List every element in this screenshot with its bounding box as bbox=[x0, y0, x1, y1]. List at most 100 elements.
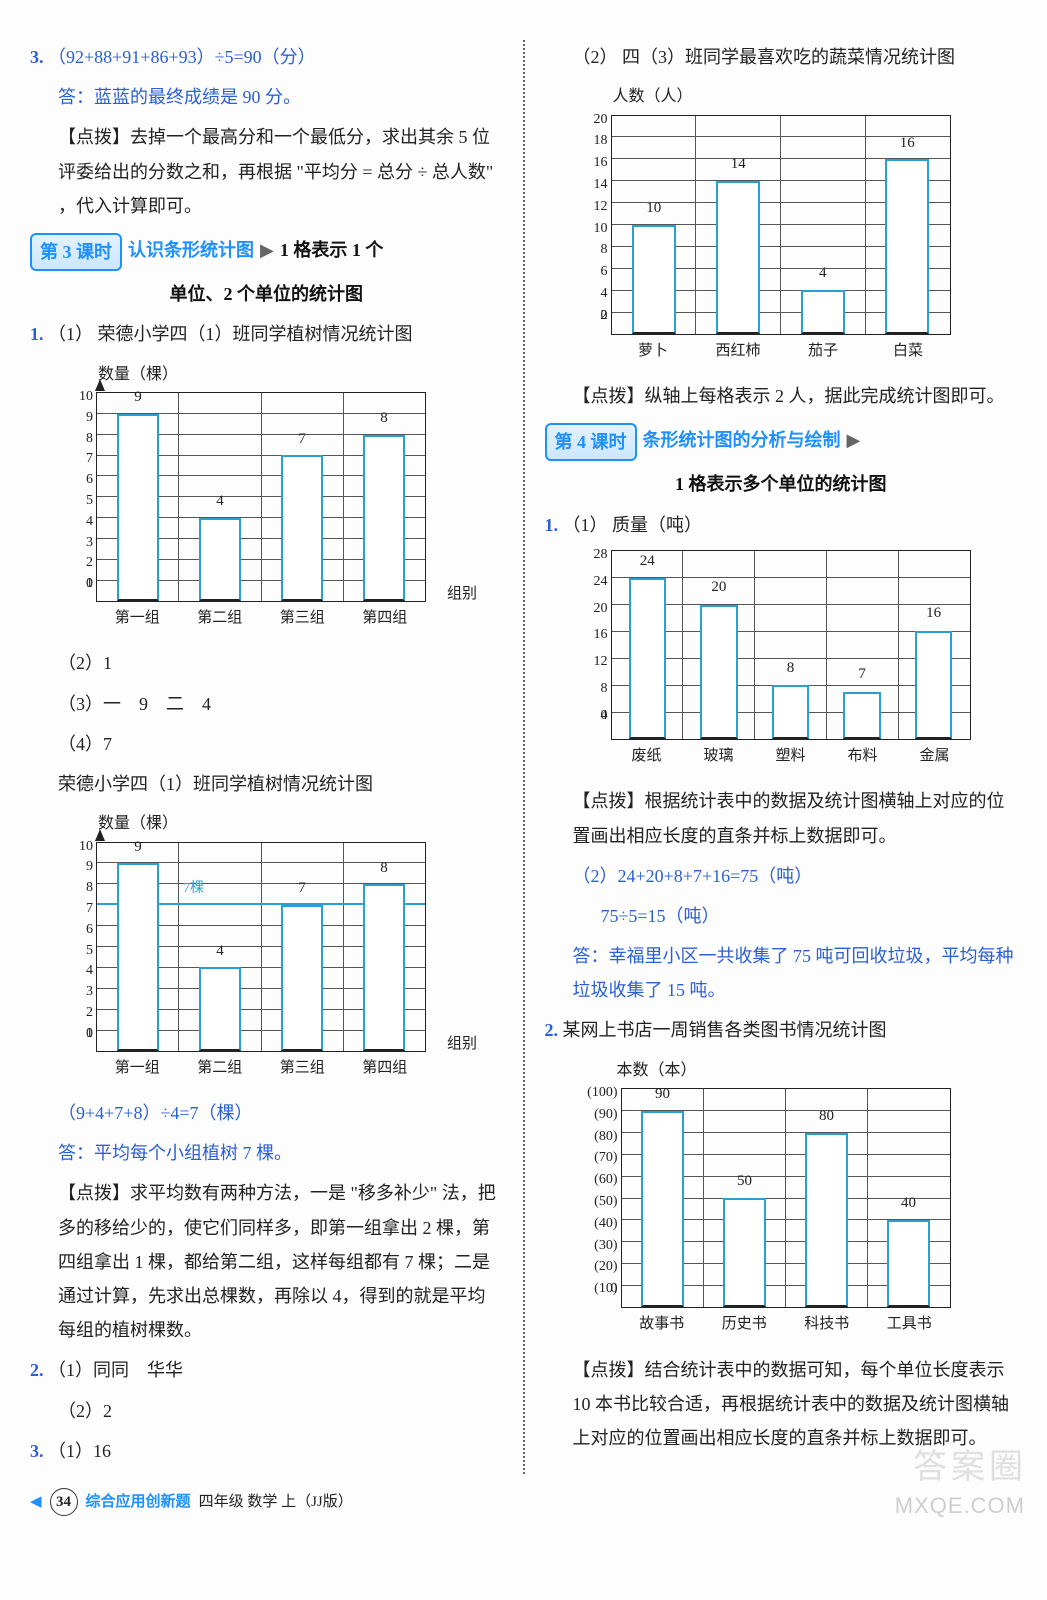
r-q1-2-calc1: （2）24+20+8+7+16=75（吨） bbox=[545, 859, 1018, 893]
lesson3-sub-b: 单位、2 个单位的统计图 bbox=[30, 277, 503, 311]
chart2: 1023 456 789 10 7棵 9 4 7 8 组别 bbox=[96, 842, 426, 1052]
chart4-wrap: 40812 16202428 24 20 8 7 16 废纸 玻璃 塑料 bbox=[573, 550, 1018, 771]
bar-value: 90 bbox=[622, 1080, 704, 1109]
bar-value: 50 bbox=[704, 1167, 786, 1196]
q1-1-prefix: （1） bbox=[48, 324, 93, 344]
q3-expr: （92+88+91+86+93）÷5=90（分） bbox=[48, 47, 316, 67]
q2-number: 2. bbox=[30, 1360, 44, 1380]
page-number: 34 bbox=[50, 1488, 78, 1516]
left-column: 3. （92+88+91+86+93）÷5=90（分） 答：蓝蓝的最终成绩是 9… bbox=[30, 40, 503, 1474]
xlabel: 第四组 bbox=[344, 1052, 427, 1083]
lesson3-title: 认识条形统计图 bbox=[128, 233, 254, 267]
r-q32: （2） 四（3）班同学最喜欢吃的蔬菜情况统计图 bbox=[545, 40, 1018, 74]
bar-value: 4 bbox=[179, 487, 261, 516]
bar-value: 14 bbox=[696, 150, 781, 179]
r-q1: 1. （1） 质量（吨） bbox=[545, 508, 1018, 542]
lesson4-title: 条形统计图的分析与绘制 bbox=[643, 423, 841, 457]
footer-book: 四年级 数学 上（JJ版） bbox=[199, 1488, 353, 1517]
lesson4-pill: 第 4 课时 bbox=[545, 423, 637, 461]
q3-answer: 答：蓝蓝的最终成绩是 90 分。 bbox=[30, 80, 503, 114]
xlabel: 第一组 bbox=[96, 1052, 179, 1083]
xlabel: 科技书 bbox=[786, 1308, 869, 1339]
xlabel: 玻璃 bbox=[683, 740, 755, 771]
xlabel: 塑料 bbox=[755, 740, 827, 771]
chart5-wrap: 本数（本） (10)0(20)(30) (40)(50)(60) (70)(80… bbox=[573, 1056, 1018, 1339]
xlabel: 第二组 bbox=[179, 1052, 262, 1083]
chart3: 2046 81012 141618 20 10 14 4 16 bbox=[611, 115, 951, 335]
lesson4-header: 第 4 课时 条形统计图的分析与绘制 ▶ bbox=[545, 423, 1018, 461]
bar-value: 16 bbox=[898, 599, 970, 628]
xlabel: 西红柿 bbox=[696, 335, 781, 366]
chart1-ylabels: 1023 456 789 10 bbox=[63, 393, 93, 601]
bar-value: 80 bbox=[786, 1102, 868, 1131]
r-q2: 2. 某网上书店一周销售各类图书情况统计图 bbox=[545, 1013, 1018, 1047]
chart2-xlabel: 组别 bbox=[447, 1030, 477, 1059]
chart2-wrap: 数量（棵） 1023 456 789 10 7 bbox=[58, 809, 503, 1082]
chart2-calc: （9+4+7+8）÷4=7（棵） bbox=[30, 1096, 503, 1130]
chart1-xlabel: 组别 bbox=[447, 580, 477, 609]
chart1-xlabels: 第一组 第二组 第三组 第四组 bbox=[96, 602, 426, 633]
r-q1-1-prefix: （1） bbox=[563, 515, 608, 535]
watermark-2: MXQE.COM bbox=[895, 1485, 1025, 1527]
q1-number: 1. bbox=[30, 324, 44, 344]
lesson4-sub: 1 格表示多个单位的统计图 bbox=[545, 467, 1018, 501]
chart5-title: 某网上书店一周销售各类图书情况统计图 bbox=[563, 1020, 887, 1040]
right-column: （2） 四（3）班同学最喜欢吃的蔬菜情况统计图 人数（人） 2046 81012… bbox=[545, 40, 1018, 1474]
chart1-wrap: 数量（棵） 1023 456 789 10 bbox=[58, 360, 503, 633]
chart1: 1023 456 789 10 9 4 7 8 组别 bbox=[96, 392, 426, 602]
chart1-bars: 9 4 7 8 bbox=[97, 393, 425, 601]
column-divider bbox=[523, 40, 525, 1474]
lesson3-sub-a: 1 格表示 1 个 bbox=[280, 233, 384, 267]
q3-hint: 【点拨】去掉一个最高分和一个最低分，求出其余 5 位评委给出的分数之和，再根据 … bbox=[30, 120, 503, 223]
q3b-number: 3. bbox=[30, 1441, 44, 1461]
chart4-ylabel-inline: 质量（吨） bbox=[612, 515, 702, 535]
bar-value: 9 bbox=[97, 383, 179, 412]
bar-value: 7 bbox=[826, 660, 898, 689]
bar-value: 4 bbox=[781, 259, 866, 288]
chart3-title: 四（3）班同学最喜欢吃的蔬菜情况统计图 bbox=[622, 47, 955, 67]
page-columns: 3. （92+88+91+86+93）÷5=90（分） 答：蓝蓝的最终成绩是 9… bbox=[30, 40, 1017, 1474]
xlabel: 第一组 bbox=[96, 602, 179, 633]
q1-2: （2）1 bbox=[30, 646, 503, 680]
lesson3-pill: 第 3 课时 bbox=[30, 233, 122, 271]
chart4-hint: 【点拨】根据统计表中的数据及统计图横轴上对应的位置画出相应长度的直条并标上数据即… bbox=[545, 784, 1018, 852]
chart3-hint: 【点拨】纵轴上每格表示 2 人，据此完成统计图即可。 bbox=[545, 379, 1018, 413]
r-q2-number: 2. bbox=[545, 1020, 559, 1040]
xlabel: 工具书 bbox=[868, 1308, 951, 1339]
chart3-ylabel: 人数（人） bbox=[613, 82, 1018, 112]
bar-value: 8 bbox=[755, 654, 827, 683]
xlabel: 故事书 bbox=[621, 1308, 704, 1339]
bar-value: 24 bbox=[612, 547, 684, 576]
xlabel: 废纸 bbox=[611, 740, 683, 771]
xlabel: 金属 bbox=[899, 740, 971, 771]
chart1-title: 荣德小学四（1）班同学植树情况统计图 bbox=[98, 324, 413, 344]
bar-value: 20 bbox=[683, 573, 755, 602]
bar-value: 10 bbox=[612, 194, 697, 223]
chart2-hint: 【点拨】求平均数有两种方法，一是 "移多补少" 法，把多的移给少的，使它们同样多… bbox=[30, 1176, 503, 1347]
r-q1-2-calc2: 75÷5=15（吨） bbox=[545, 899, 1018, 933]
xlabel: 历史书 bbox=[703, 1308, 786, 1339]
bar-value: 8 bbox=[343, 854, 425, 883]
bar-value: 16 bbox=[865, 129, 950, 158]
bar-value: 9 bbox=[97, 833, 179, 862]
q1-4: （4）7 bbox=[30, 727, 503, 761]
q3-number: 3. bbox=[30, 47, 44, 67]
q3-line: 3. （92+88+91+86+93）÷5=90（分） bbox=[30, 40, 503, 74]
q3b-line: 3. （1）16 bbox=[30, 1434, 503, 1468]
q1-3: （3）一 9 二 4 bbox=[30, 687, 503, 721]
chart3-wrap: 人数（人） 2046 81012 141618 20 10 bbox=[573, 82, 1018, 365]
lesson3-triangle: ▶ bbox=[260, 233, 274, 267]
q2-line: 2. （1）同同 华华 bbox=[30, 1353, 503, 1387]
xlabel: 第二组 bbox=[179, 602, 262, 633]
lesson3-header: 第 3 课时 认识条形统计图 ▶ 1 格表示 1 个 bbox=[30, 233, 503, 271]
xlabel: 第三组 bbox=[261, 602, 344, 633]
r-q1-number: 1. bbox=[545, 515, 559, 535]
xlabel: 萝卜 bbox=[611, 335, 696, 366]
chart2-answer: 答：平均每个小组植树 7 棵。 bbox=[30, 1136, 503, 1170]
bar-value: 40 bbox=[868, 1189, 950, 1218]
lesson4-triangle: ▶ bbox=[847, 423, 861, 457]
q3b-1: （1）16 bbox=[48, 1441, 111, 1461]
bar-value: 7 bbox=[261, 425, 343, 454]
xlabel: 第四组 bbox=[344, 602, 427, 633]
chart2-title: 荣德小学四（1）班同学植树情况统计图 bbox=[30, 767, 503, 801]
